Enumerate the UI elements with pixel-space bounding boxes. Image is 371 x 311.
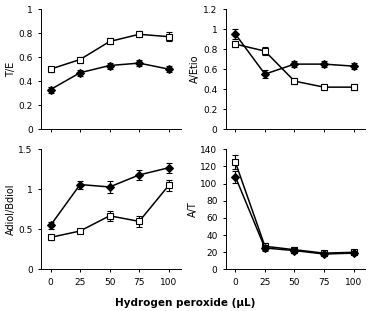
- Y-axis label: A/Etio: A/Etio: [190, 55, 200, 83]
- Y-axis label: T/E: T/E: [6, 62, 16, 77]
- Y-axis label: Adiol/Bdiol: Adiol/Bdiol: [6, 183, 16, 235]
- Text: Hydrogen peroxide (μL): Hydrogen peroxide (μL): [115, 298, 256, 308]
- Y-axis label: A/T: A/T: [187, 202, 197, 217]
